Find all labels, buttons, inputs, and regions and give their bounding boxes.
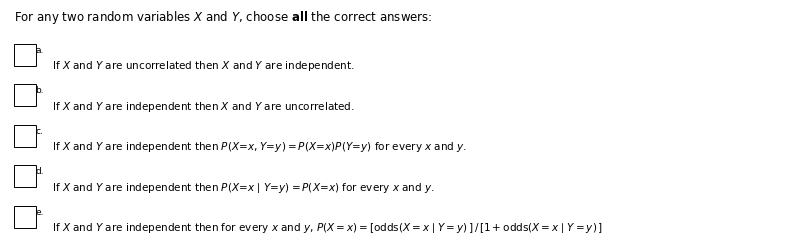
- Text: If $\mathit{X}$ and $\mathit{Y}$ are independent then for every $x$ and $y$, $P(: If $\mathit{X}$ and $\mathit{Y}$ are ind…: [52, 221, 603, 235]
- Text: e.: e.: [35, 208, 44, 217]
- Text: If $\mathit{X}$ and $\mathit{Y}$ are uncorrelated then $\mathit{X}$ and $\mathit: If $\mathit{X}$ and $\mathit{Y}$ are unc…: [52, 59, 354, 73]
- Text: If $\mathit{X}$ and $\mathit{Y}$ are independent then $P(\mathit{X}\!=\!x\mid \m: If $\mathit{X}$ and $\mathit{Y}$ are ind…: [52, 181, 435, 195]
- Bar: [14, 165, 37, 187]
- Bar: [14, 84, 37, 106]
- Text: If $\mathit{X}$ and $\mathit{Y}$ are independent then $P(\mathit{X}\!=\!x,\mathi: If $\mathit{X}$ and $\mathit{Y}$ are ind…: [52, 140, 466, 154]
- Bar: [14, 125, 37, 147]
- Bar: [14, 44, 37, 66]
- Text: For any two random variables $\mathit{X}$ and $\mathit{Y}$, choose $\mathbf{all}: For any two random variables $\mathit{X}…: [14, 9, 433, 26]
- Text: b.: b.: [35, 86, 44, 95]
- Text: a.: a.: [35, 46, 44, 55]
- Text: d.: d.: [35, 167, 44, 176]
- Bar: [14, 206, 37, 228]
- Text: If $\mathit{X}$ and $\mathit{Y}$ are independent then $\mathit{X}$ and $\mathit{: If $\mathit{X}$ and $\mathit{Y}$ are ind…: [52, 100, 354, 114]
- Text: c.: c.: [35, 127, 43, 136]
